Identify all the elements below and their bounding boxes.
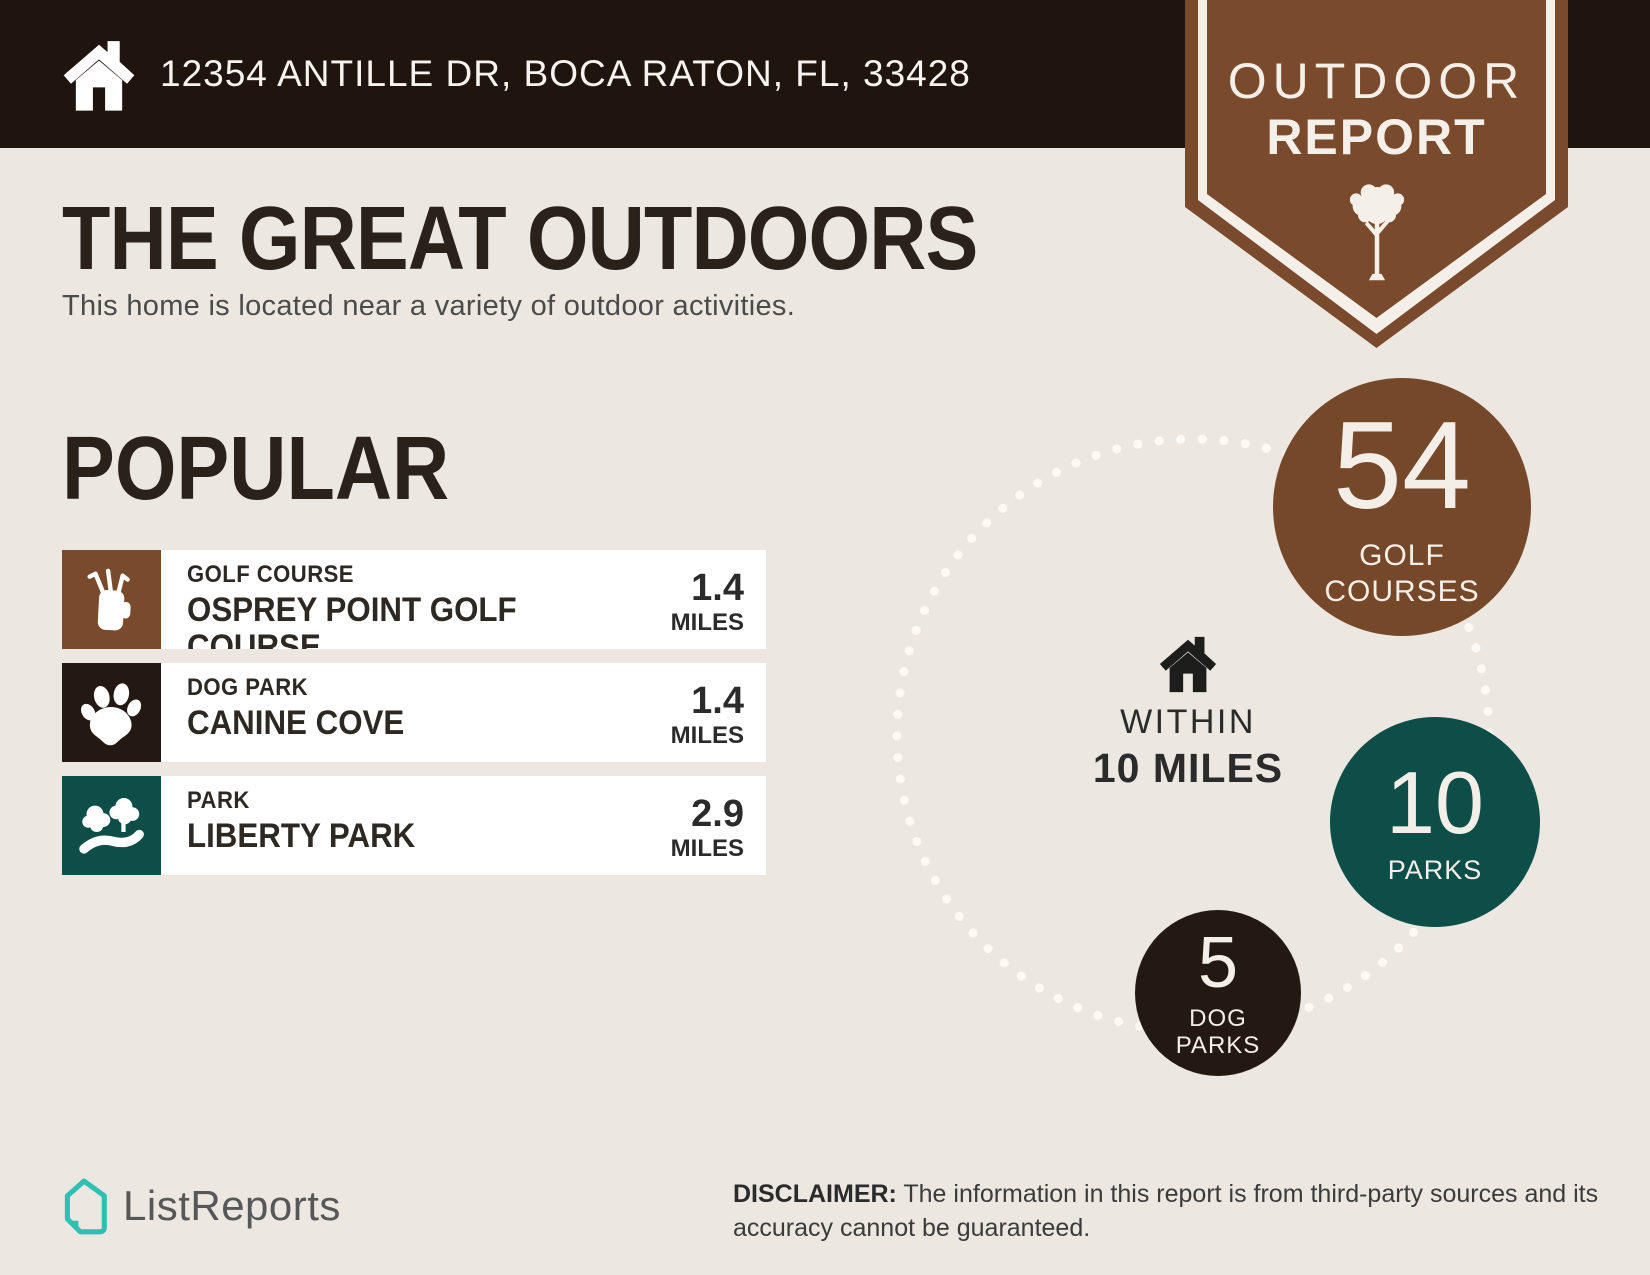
item-icon-tile: [62, 663, 161, 762]
disclaimer-label: DISCLAIMER:: [733, 1180, 897, 1208]
tree-icon: [1349, 184, 1404, 281]
list-item: GOLF COURSE OSPREY POINT GOLF COURSE 1.4…: [62, 550, 766, 649]
page-title: THE GREAT OUTDOORS: [62, 189, 978, 289]
brand-name: ListReports: [123, 1182, 341, 1229]
stat-circle-dog-parks: 5 DOG PARKS: [1135, 910, 1301, 1076]
brand-logo: ListReports: [60, 1176, 341, 1236]
popular-heading: POPULAR: [62, 419, 450, 519]
list-item: DOG PARK CANINE COVE 1.4 MILES: [62, 663, 766, 762]
item-name: CANINE COVE: [187, 704, 405, 742]
radius-label: 10 MILES: [1092, 745, 1284, 791]
item-icon-tile: [62, 776, 161, 875]
item-category: DOG PARK: [187, 674, 309, 701]
popular-list: GOLF COURSE OSPREY POINT GOLF COURSE 1.4…: [62, 550, 766, 889]
paw-icon: [80, 682, 141, 745]
item-name: LIBERTY PARK: [187, 817, 416, 855]
stat-label: PARKS: [1387, 855, 1483, 885]
item-name: OSPREY POINT GOLF COURSE: [187, 591, 517, 650]
disclaimer: DISCLAIMER: The information in this repo…: [733, 1178, 1613, 1245]
home-icon: [63, 41, 135, 111]
disclaimer-text-line2: accuracy cannot be guaranteed.: [733, 1213, 1091, 1242]
stat-value: 10: [1386, 753, 1484, 852]
item-distance-value: 2.9: [691, 793, 744, 835]
listreports-logo-icon: [64, 1178, 107, 1235]
park-icon: [78, 797, 144, 854]
disclaimer-text-line1: The information in this report is from t…: [896, 1180, 1599, 1208]
badge-title-line2: REPORT: [1266, 109, 1487, 165]
item-distance-value: 1.4: [691, 567, 744, 609]
stat-circle-golf-courses: 54 GOLF COURSES: [1273, 378, 1531, 636]
golf-bag-icon: [86, 568, 131, 630]
stat-value: 54: [1333, 397, 1471, 535]
item-distance-unit: MILES: [670, 609, 744, 636]
within-label: WITHIN: [1120, 703, 1256, 741]
list-item: PARK LIBERTY PARK 2.9 MILES: [62, 776, 766, 875]
item-category: GOLF COURSE: [187, 561, 354, 588]
item-category: PARK: [187, 787, 250, 814]
item-icon-tile: [62, 550, 161, 649]
outdoor-report-badge: OUTDOOR REPORT: [1185, 0, 1568, 348]
item-distance-unit: MILES: [670, 722, 744, 749]
stat-label: GOLF COURSES: [1324, 539, 1480, 608]
radius-center-label: WITHIN 10 MILES: [1063, 632, 1313, 792]
stat-label: DOG PARKS: [1175, 1005, 1261, 1059]
item-distance-value: 1.4: [691, 680, 744, 722]
house-icon: [1159, 636, 1217, 693]
stat-circle-parks: 10 PARKS: [1330, 717, 1540, 927]
page-subtitle: This home is located near a variety of o…: [62, 290, 796, 322]
stat-value: 5: [1197, 923, 1239, 1003]
badge-title-line1: OUTDOOR: [1227, 53, 1526, 109]
property-address: 12354 ANTILLE DR, BOCA RATON, FL, 33428: [160, 53, 971, 94]
item-distance-unit: MILES: [670, 835, 744, 862]
